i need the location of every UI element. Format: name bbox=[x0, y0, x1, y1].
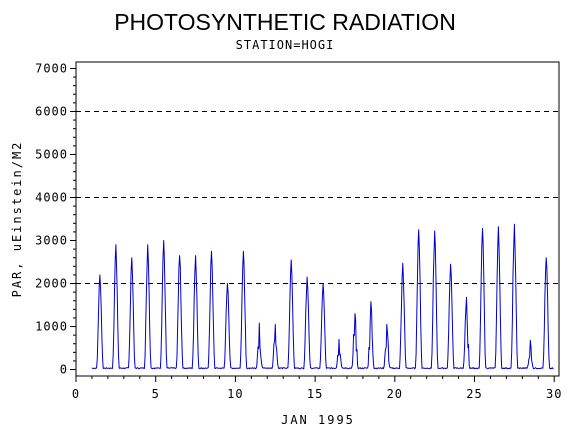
y-tick-label-6000: 6000 bbox=[35, 104, 68, 118]
y-tick-label-4000: 4000 bbox=[35, 190, 68, 204]
plot-frame bbox=[75, 61, 560, 377]
x-tick-label-0: 0 bbox=[72, 387, 80, 401]
y-axis-label: PAR, uEinstein/M2 bbox=[10, 141, 24, 298]
x-tick-label-15: 15 bbox=[307, 387, 323, 401]
x-tick-label-30: 30 bbox=[546, 387, 562, 401]
x-tick-label-10: 10 bbox=[227, 387, 243, 401]
y-axis: 0 1000 2000 3000 4000 5000 6000 7000 bbox=[35, 61, 76, 377]
x-tick-label-25: 25 bbox=[466, 387, 482, 401]
y-tick-label-0: 0 bbox=[60, 363, 68, 377]
x-tick-label-5: 5 bbox=[152, 387, 160, 401]
y-tick-label-1000: 1000 bbox=[35, 320, 68, 334]
y-tick-label-3000: 3000 bbox=[35, 234, 68, 248]
x-axis: 0 5 10 15 20 25 30 bbox=[72, 376, 562, 401]
par-series-line bbox=[91, 223, 554, 370]
chart-subtitle: STATION=HOGI bbox=[236, 38, 335, 52]
y-tick-label-7000: 7000 bbox=[35, 61, 68, 75]
y-tick-label-5000: 5000 bbox=[35, 147, 68, 161]
y-tick-label-2000: 2000 bbox=[35, 277, 68, 291]
chart-title: PHOTOSYNTHETIC RADIATION bbox=[114, 9, 456, 35]
x-tick-label-20: 20 bbox=[387, 387, 403, 401]
x-axis-label: JAN 1995 bbox=[281, 413, 355, 427]
